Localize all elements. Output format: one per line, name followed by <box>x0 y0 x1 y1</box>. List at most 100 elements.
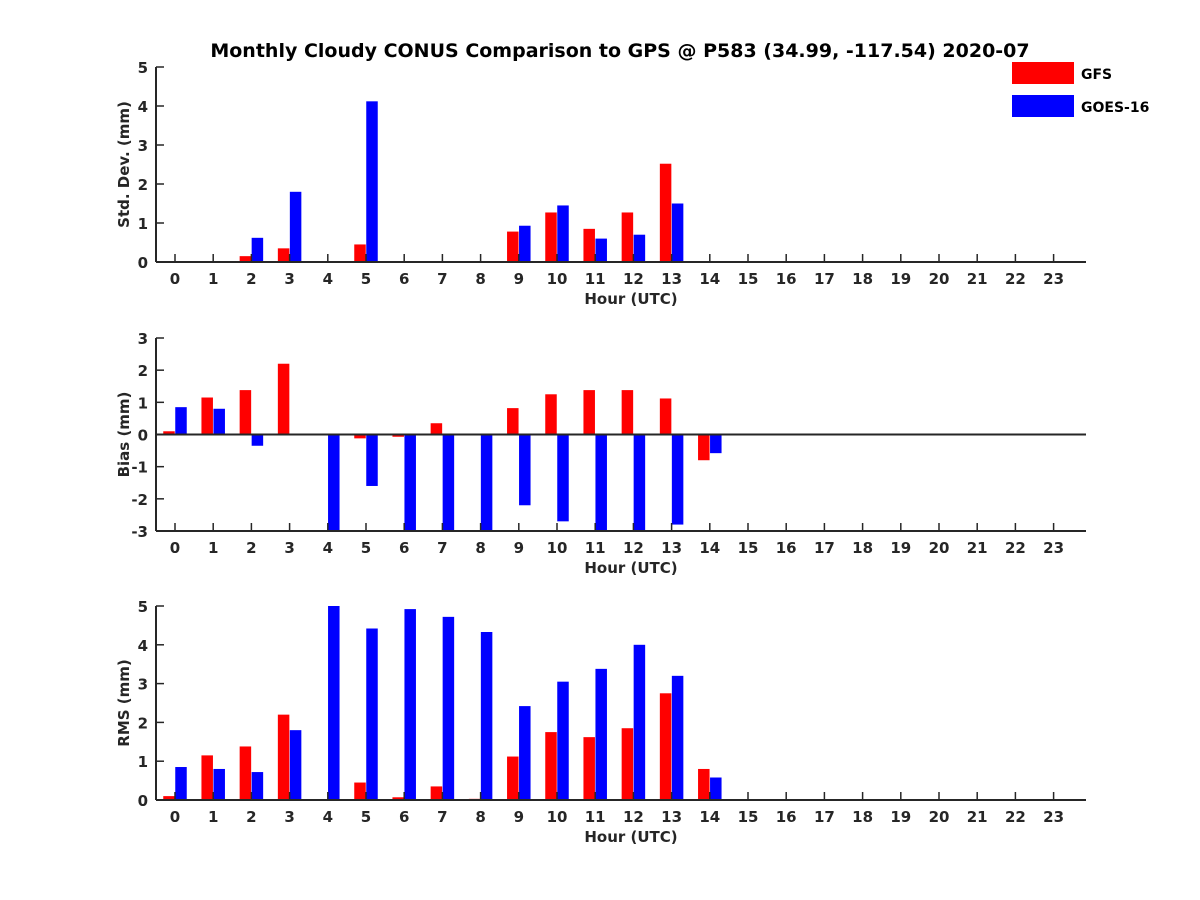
x-tick-label: 18 <box>852 270 873 288</box>
y-tick-label: 0 <box>138 792 148 810</box>
x-tick-label: 22 <box>1005 539 1026 557</box>
bar-gfs-hour-9 <box>507 231 519 262</box>
x-tick-label: 4 <box>323 808 333 826</box>
bar-gfs-hour-2 <box>239 256 252 262</box>
bar-goes16-hour-10 <box>557 681 569 800</box>
x-tick-label: 19 <box>890 539 911 557</box>
x-tick-label: 20 <box>929 539 950 557</box>
x-tick-label: 5 <box>361 808 371 826</box>
x-tick-label: 19 <box>890 808 911 826</box>
bar-gfs-hour-3 <box>277 714 290 800</box>
x-tick-label: 10 <box>547 270 568 288</box>
legend-label-goes16: GOES-16 <box>1081 100 1149 116</box>
bar-goes16-hour-0 <box>175 407 187 435</box>
x-tick-label: 20 <box>929 808 950 826</box>
x-tick-label: 9 <box>514 270 524 288</box>
x-tick-label: 2 <box>246 270 256 288</box>
x-tick-label: 21 <box>967 270 988 288</box>
y-tick-label: 5 <box>138 59 148 77</box>
x-tick-label: 4 <box>323 270 333 288</box>
bar-gfs-hour-2 <box>239 746 252 800</box>
x-tick-label: 0 <box>170 270 180 288</box>
x-tick-label: 12 <box>623 808 644 826</box>
bar-goes16-hour-12 <box>633 234 646 262</box>
y-tick-label: -2 <box>131 491 148 509</box>
bar-goes16-hour-13 <box>671 203 684 262</box>
x-tick-label: 15 <box>738 539 759 557</box>
bar-goes16-hour-2 <box>251 772 264 800</box>
bar-goes16-hour-2 <box>251 434 264 446</box>
x-tick-label: 6 <box>399 539 409 557</box>
y-tick-label: 3 <box>138 137 148 155</box>
y-tick-label: 3 <box>138 676 148 694</box>
x-tick-label: 17 <box>814 539 835 557</box>
x-tick-label: 0 <box>170 539 180 557</box>
x-tick-label: 13 <box>661 270 682 288</box>
x-tick-label: 2 <box>246 539 256 557</box>
bar-gfs-hour-9 <box>507 408 519 435</box>
bar-gfs-hour-13 <box>659 398 672 435</box>
x-tick-label: 23 <box>1043 808 1064 826</box>
x-tick-label: 7 <box>437 270 447 288</box>
x-tick-label: 14 <box>699 808 720 826</box>
x-tick-label: 8 <box>475 270 485 288</box>
bar-goes16-hour-10 <box>557 434 569 522</box>
bar-gfs-hour-1 <box>201 755 213 800</box>
bar-gfs-hour-13 <box>659 693 672 800</box>
bar-goes16-hour-13 <box>671 675 684 800</box>
x-tick-label: 20 <box>929 270 950 288</box>
bar-goes16-hour-12 <box>633 434 646 531</box>
bar-gfs-hour-14 <box>698 434 710 461</box>
bar-goes16-hour-8 <box>480 632 493 800</box>
bar-gfs-hour-10 <box>545 212 557 262</box>
bar-goes16-hour-8 <box>480 434 493 531</box>
y-axis-label: RMS (mm) <box>115 659 133 746</box>
bar-gfs-hour-3 <box>277 248 290 262</box>
bar-goes16-hour-5 <box>366 101 378 262</box>
x-tick-label: 3 <box>284 539 294 557</box>
bar-goes16-hour-4 <box>328 606 340 800</box>
x-tick-label: 23 <box>1043 270 1064 288</box>
legend-swatch-gfs <box>1012 62 1074 84</box>
x-tick-label: 3 <box>284 270 294 288</box>
y-tick-label: 2 <box>138 176 148 194</box>
x-tick-label: 16 <box>776 270 797 288</box>
y-axis-label: Std. Dev. (mm) <box>115 101 133 228</box>
x-axis-label: Hour (UTC) <box>584 290 677 308</box>
bar-gfs-hour-14 <box>698 768 710 800</box>
x-tick-label: 11 <box>585 539 606 557</box>
bar-goes16-hour-1 <box>213 768 225 800</box>
bar-goes16-hour-11 <box>595 238 607 262</box>
y-tick-label: 0 <box>138 427 148 445</box>
bar-gfs-hour-13 <box>659 163 672 262</box>
bar-gfs-hour-3 <box>277 363 290 435</box>
bar-goes16-hour-7 <box>442 616 455 800</box>
y-tick-label: -1 <box>131 459 148 477</box>
bar-gfs-hour-2 <box>239 390 252 435</box>
x-tick-label: 5 <box>361 270 371 288</box>
bar-gfs-hour-11 <box>583 228 595 262</box>
y-axis-label: Bias (mm) <box>115 392 133 478</box>
bar-gfs-hour-12 <box>621 390 634 435</box>
x-tick-label: 13 <box>661 539 682 557</box>
x-tick-label: 6 <box>399 808 409 826</box>
y-tick-label: 1 <box>138 753 148 771</box>
bar-goes16-hour-6 <box>404 609 416 800</box>
y-tick-label: -3 <box>131 523 148 541</box>
x-tick-label: 4 <box>323 539 333 557</box>
y-tick-label: 4 <box>138 637 148 655</box>
legend-swatch-goes16 <box>1012 95 1074 117</box>
y-tick-label: 4 <box>138 98 148 116</box>
legend-label-gfs: GFS <box>1081 67 1112 83</box>
bar-goes16-hour-0 <box>175 767 187 800</box>
bar-goes16-hour-2 <box>251 237 264 262</box>
bar-gfs-hour-5 <box>354 782 366 800</box>
legend: GFS GOES-16 <box>1012 62 1149 117</box>
x-tick-label: 14 <box>699 270 720 288</box>
bar-gfs-hour-12 <box>621 728 634 800</box>
x-tick-label: 23 <box>1043 539 1064 557</box>
bar-goes16-hour-6 <box>404 434 416 531</box>
